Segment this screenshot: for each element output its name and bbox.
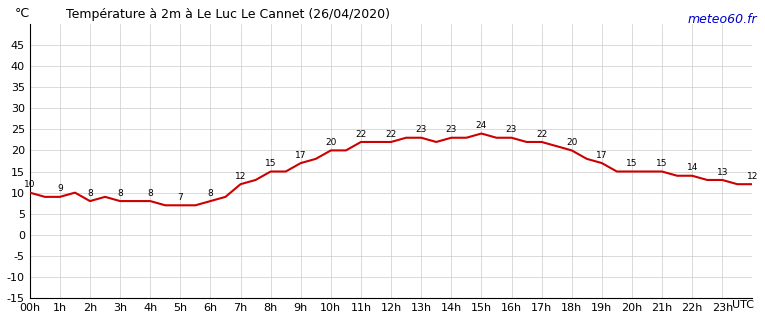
Text: Température à 2m à Le Luc Le Cannet (26/04/2020): Température à 2m à Le Luc Le Cannet (26/…: [66, 8, 390, 21]
Text: °C: °C: [15, 6, 30, 20]
Text: 15: 15: [627, 159, 638, 168]
Text: 9: 9: [57, 184, 63, 194]
Text: 14: 14: [686, 164, 698, 172]
Text: 12: 12: [235, 172, 246, 181]
Text: 12: 12: [747, 172, 758, 181]
Text: 15: 15: [656, 159, 668, 168]
Text: 20: 20: [325, 138, 337, 147]
Text: 17: 17: [295, 151, 307, 160]
Text: 8: 8: [148, 189, 153, 198]
Text: 7: 7: [177, 193, 183, 202]
Text: UTC: UTC: [731, 300, 754, 310]
Text: 22: 22: [536, 130, 547, 139]
Text: 23: 23: [446, 125, 457, 134]
Text: 17: 17: [596, 151, 607, 160]
Text: 23: 23: [506, 125, 517, 134]
Text: 8: 8: [117, 189, 123, 198]
Text: meteo60.fr: meteo60.fr: [688, 13, 757, 26]
Text: 20: 20: [566, 138, 578, 147]
Text: 24: 24: [476, 121, 487, 130]
Text: 22: 22: [356, 130, 366, 139]
Text: 15: 15: [265, 159, 276, 168]
Text: 23: 23: [415, 125, 427, 134]
Text: 10: 10: [24, 180, 35, 189]
Text: 22: 22: [386, 130, 397, 139]
Text: 8: 8: [207, 189, 213, 198]
Text: 13: 13: [717, 168, 728, 177]
Text: 8: 8: [87, 189, 93, 198]
